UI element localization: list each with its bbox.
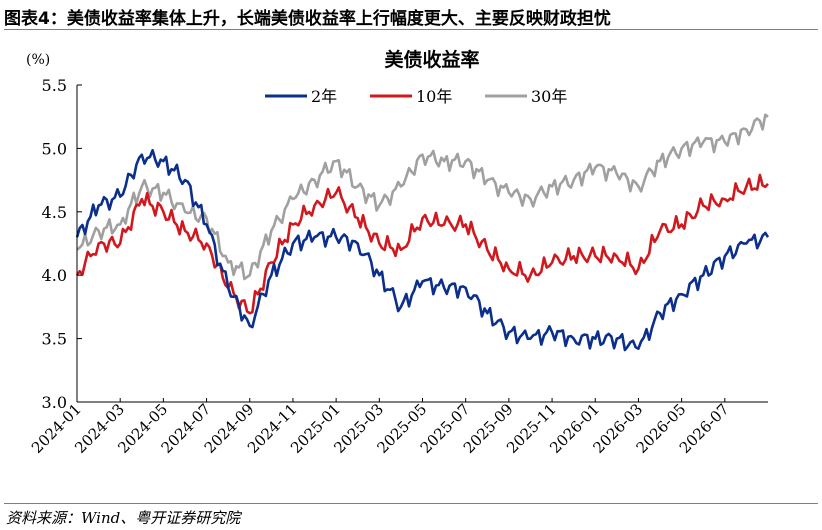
y-tick-label: 3.5: [42, 330, 67, 349]
legend-label-30年: 30年: [531, 87, 567, 106]
legend: 2年 10年 30年: [265, 87, 567, 106]
y-tick-label: 5.0: [42, 139, 67, 158]
legend-label-10年: 10年: [416, 87, 452, 106]
series-layer: [75, 113, 770, 352]
source-note: 资料来源：Wind、粤开证券研究院: [6, 509, 241, 527]
chart-title: 美债收益率: [384, 48, 479, 71]
y-tick-label: 4.0: [42, 266, 67, 285]
series-line-10年: [75, 173, 769, 315]
series-line-30年: [76, 113, 769, 281]
legend-label-2年: 2年: [311, 87, 337, 106]
yield-chart: 美债收益率 (%) 2年 10年 30年 3.03.54.04.55.05.5202…: [26, 48, 770, 457]
series-line-2年: [75, 148, 770, 352]
axes: 3.03.54.04.55.05.52024-012024-032024-052…: [28, 76, 768, 457]
y-tick-label: 5.5: [42, 76, 67, 95]
figure-title: 图表4：美债收益率集体上升，长端美债收益率上行幅度更大、主要反映财政担忧: [4, 9, 611, 29]
bottom-divider: [4, 503, 818, 504]
y-tick-label: 3.0: [42, 393, 67, 412]
top-divider: [4, 29, 818, 30]
y-tick-label: 4.5: [42, 203, 67, 222]
y-axis-unit: (%): [26, 52, 50, 68]
